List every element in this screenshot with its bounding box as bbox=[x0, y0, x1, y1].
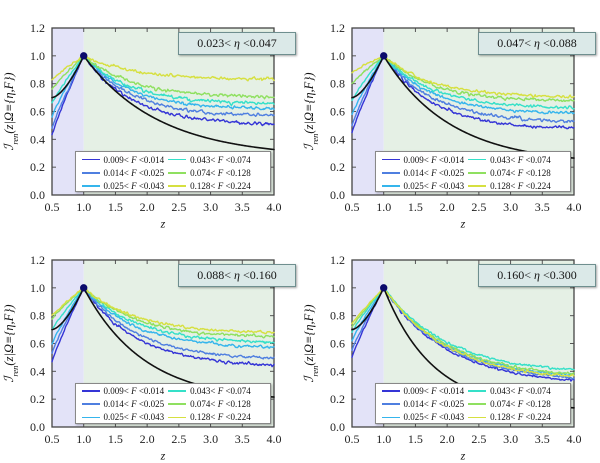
svg-text:0.6: 0.6 bbox=[330, 105, 345, 119]
svg-text:1.0: 1.0 bbox=[76, 200, 91, 214]
svg-text:0.6: 0.6 bbox=[330, 336, 345, 350]
svg-text:3.5: 3.5 bbox=[535, 200, 550, 214]
svg-text:ℐren(z|Ω≡{η,F}): ℐren(z|Ω≡{η,F}) bbox=[2, 304, 20, 382]
svg-text:0.8: 0.8 bbox=[330, 308, 345, 322]
svg-text:1.0: 1.0 bbox=[376, 200, 391, 214]
svg-text:ℐren(z|Ω≡{η,F}): ℐren(z|Ω≡{η,F}) bbox=[2, 73, 20, 151]
svg-text:0.5: 0.5 bbox=[345, 432, 360, 446]
svg-text:3.5: 3.5 bbox=[235, 200, 250, 214]
svg-text:1.2: 1.2 bbox=[330, 253, 345, 267]
svg-text:0.5: 0.5 bbox=[45, 432, 60, 446]
svg-text:0.0: 0.0 bbox=[30, 420, 45, 434]
svg-text:1.0: 1.0 bbox=[376, 432, 391, 446]
svg-text:0.4: 0.4 bbox=[330, 132, 345, 146]
svg-text:1.5: 1.5 bbox=[108, 432, 123, 446]
svg-text:z: z bbox=[160, 448, 166, 462]
svg-text:4.0: 4.0 bbox=[567, 432, 582, 446]
svg-text:0.5: 0.5 bbox=[345, 200, 360, 214]
svg-text:3.5: 3.5 bbox=[535, 432, 550, 446]
svg-text:z: z bbox=[460, 448, 466, 462]
svg-text:3.5: 3.5 bbox=[235, 432, 250, 446]
svg-text:1.0: 1.0 bbox=[330, 280, 345, 294]
svg-text:2.0: 2.0 bbox=[440, 432, 455, 446]
svg-text:1.5: 1.5 bbox=[108, 200, 123, 214]
svg-text:0.6: 0.6 bbox=[30, 336, 45, 350]
svg-text:z: z bbox=[160, 217, 166, 231]
svg-text:2.0: 2.0 bbox=[140, 200, 155, 214]
svg-text:2.0: 2.0 bbox=[440, 200, 455, 214]
svg-text:0.2: 0.2 bbox=[330, 392, 345, 406]
svg-text:1.0: 1.0 bbox=[30, 280, 45, 294]
svg-text:0.2: 0.2 bbox=[30, 392, 45, 406]
svg-text:0.2: 0.2 bbox=[330, 160, 345, 174]
svg-text:4.0: 4.0 bbox=[267, 200, 282, 214]
svg-text:1.2: 1.2 bbox=[330, 21, 345, 35]
svg-text:0.8: 0.8 bbox=[330, 77, 345, 91]
svg-text:1.5: 1.5 bbox=[408, 200, 423, 214]
svg-text:0.4: 0.4 bbox=[30, 132, 45, 146]
svg-text:2.5: 2.5 bbox=[171, 200, 186, 214]
svg-text:3.0: 3.0 bbox=[503, 432, 518, 446]
svg-text:1.0: 1.0 bbox=[30, 49, 45, 63]
svg-text:3.0: 3.0 bbox=[203, 432, 218, 446]
svg-text:4.0: 4.0 bbox=[267, 432, 282, 446]
svg-text:0.0: 0.0 bbox=[30, 188, 45, 202]
svg-text:0.8: 0.8 bbox=[30, 77, 45, 91]
svg-text:0.6: 0.6 bbox=[30, 105, 45, 119]
svg-text:2.5: 2.5 bbox=[471, 432, 486, 446]
svg-text:0.4: 0.4 bbox=[330, 364, 345, 378]
svg-text:0.0: 0.0 bbox=[330, 420, 345, 434]
svg-text:0.4: 0.4 bbox=[30, 364, 45, 378]
svg-text:2.0: 2.0 bbox=[140, 432, 155, 446]
svg-text:0.0: 0.0 bbox=[330, 188, 345, 202]
svg-text:4.0: 4.0 bbox=[567, 200, 582, 214]
svg-text:0.5: 0.5 bbox=[45, 200, 60, 214]
svg-text:z: z bbox=[460, 217, 466, 231]
svg-text:3.0: 3.0 bbox=[503, 200, 518, 214]
svg-text:0.8: 0.8 bbox=[30, 308, 45, 322]
svg-text:1.2: 1.2 bbox=[30, 21, 45, 35]
svg-text:2.5: 2.5 bbox=[471, 200, 486, 214]
svg-text:3.0: 3.0 bbox=[203, 200, 218, 214]
svg-text:2.5: 2.5 bbox=[171, 432, 186, 446]
svg-text:1.5: 1.5 bbox=[408, 432, 423, 446]
svg-text:1.0: 1.0 bbox=[330, 49, 345, 63]
svg-text:ℐren(z|Ω≡{η,F}): ℐren(z|Ω≡{η,F}) bbox=[302, 304, 320, 382]
svg-text:ℐren(z|Ω≡{η,F}): ℐren(z|Ω≡{η,F}) bbox=[302, 73, 320, 151]
svg-text:1.0: 1.0 bbox=[76, 432, 91, 446]
svg-text:0.2: 0.2 bbox=[30, 160, 45, 174]
svg-text:1.2: 1.2 bbox=[30, 253, 45, 267]
